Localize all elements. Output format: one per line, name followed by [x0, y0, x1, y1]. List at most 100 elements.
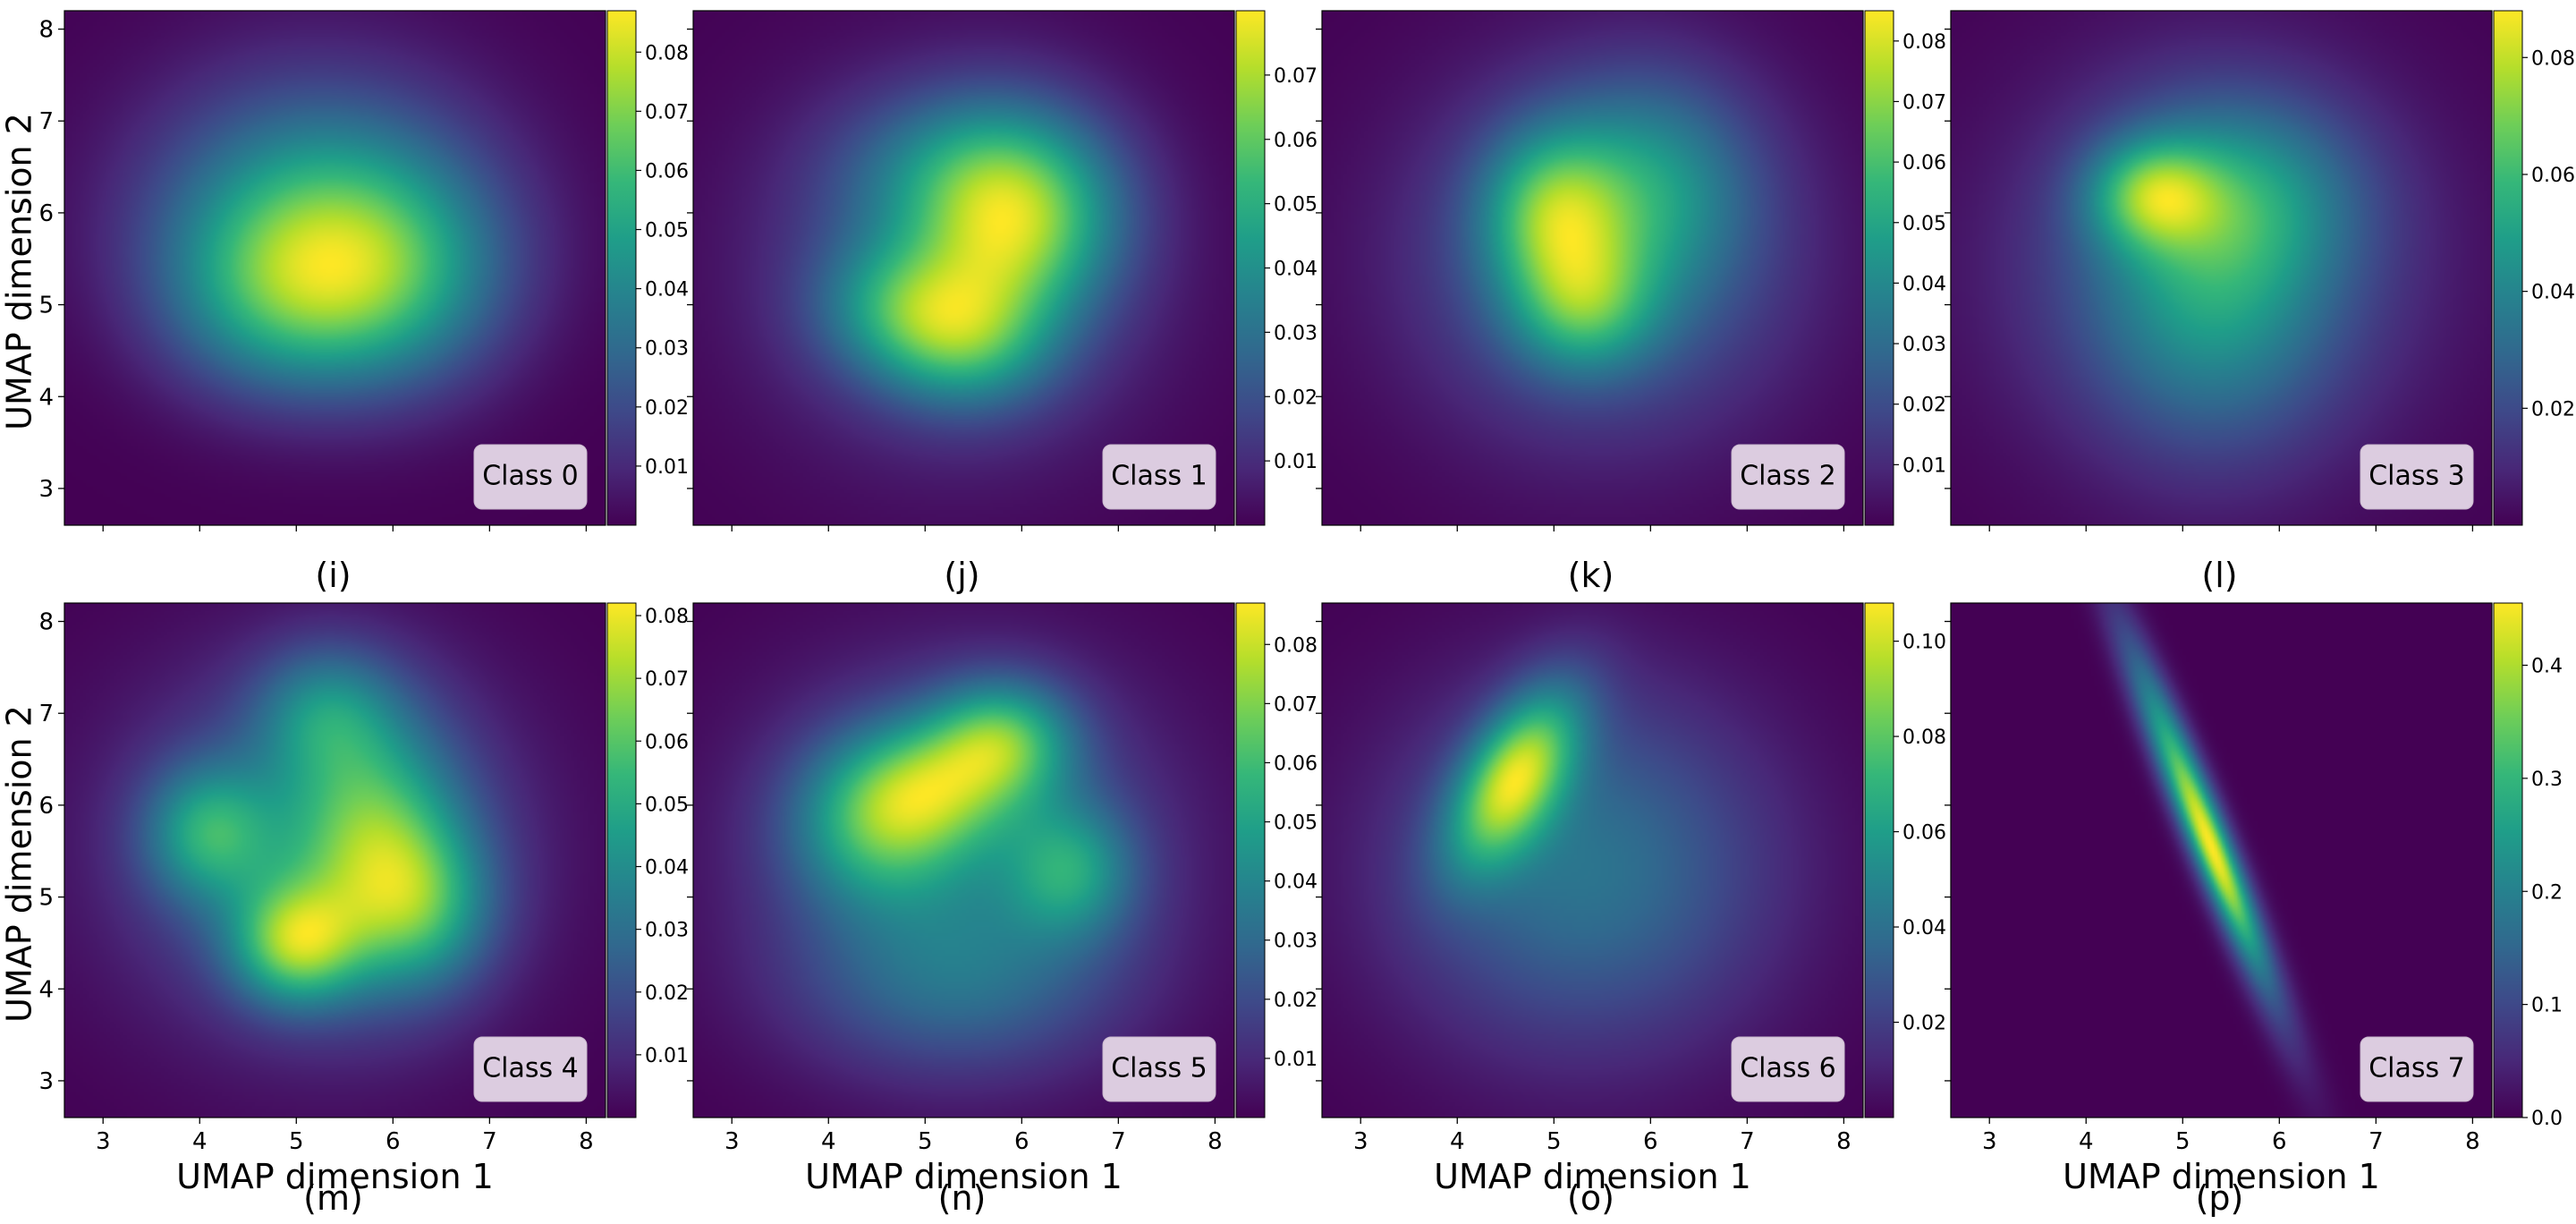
class-badge	[473, 444, 588, 510]
colorbar-tick-label: 0.05	[1902, 213, 1946, 235]
y-tick-label: 7	[38, 108, 54, 135]
colorbar-tick-label: 0.10	[1902, 632, 1946, 654]
x-axis-label: UMAP dimension 1	[1434, 1157, 1751, 1196]
x-axis-label: UMAP dimension 1	[2063, 1157, 2380, 1196]
y-tick-label: 8	[38, 17, 54, 44]
class-badge	[1102, 444, 1216, 510]
class-badge-label: Class 3	[2368, 461, 2465, 492]
colorbar-tick-label: 0.04	[1274, 259, 1318, 281]
colorbar-tick-label: 0.02	[645, 982, 689, 1005]
colorbar-tick-label: 0.01	[645, 1045, 689, 1067]
y-tick-label: 4	[38, 976, 54, 1003]
panel-letter: (j)	[944, 556, 979, 595]
axes-frame	[64, 10, 606, 526]
x-tick-label: 6	[386, 1128, 401, 1155]
x-axis-label: UMAP dimension 1	[176, 1157, 494, 1196]
density-heatmap	[64, 603, 606, 1118]
colorbar-tick-label: 0.01	[645, 456, 689, 479]
class-badge-label: Class 6	[1740, 1053, 1836, 1084]
colorbar-tick-label: 0.08	[645, 606, 689, 628]
y-tick-label: 5	[38, 885, 54, 912]
panel-6: 3 4 5 6 7 8 UMAP dimension 1(o) Class 6 0.02 0.04…	[1316, 602, 1946, 1218]
colorbar-tick-label: 0.04	[1902, 273, 1946, 295]
colorbar-tick-label: 0.4	[2531, 656, 2563, 678]
y-axis-label: UMAP dimension 2	[0, 113, 39, 430]
panel-letter: (l)	[2201, 556, 2237, 595]
y-axis-label: UMAP dimension 2	[0, 705, 39, 1023]
class-badge-label: Class 7	[2368, 1053, 2465, 1084]
colorbar-tick-label: 0.02	[2531, 398, 2575, 421]
density-heatmap	[693, 603, 1234, 1118]
x-axis-label: UMAP dimension 1	[805, 1157, 1123, 1196]
colorbar-tick-label: 0.05	[1274, 812, 1318, 835]
colorbar-tick-label: 0.01	[1274, 451, 1318, 473]
panel-4: 3 4 5 6 7 8 3 4 5 6 7 8 UMAP dimension 2 UMAP dimensi…	[0, 602, 689, 1218]
colorbar-tick-label: 0.07	[645, 101, 689, 123]
x-tick-label: 7	[482, 1128, 497, 1155]
colorbar-tick-label: 0.01	[1274, 1049, 1318, 1071]
colorbar-tick-label: 0.03	[645, 338, 689, 361]
class-badge	[1102, 1036, 1216, 1102]
colorbar-tick-label: 0.07	[1274, 693, 1318, 716]
x-tick-label: 8	[579, 1128, 594, 1155]
x-tick-label: 6	[1014, 1128, 1030, 1155]
colorbar-tick-label: 0.06	[645, 731, 689, 753]
class-badge	[2360, 444, 2474, 510]
y-tick-label: 7	[38, 701, 54, 727]
class-badge-label: Class 0	[482, 461, 579, 492]
colorbar	[1235, 602, 1266, 1118]
colorbar-tick-label: 0.08	[645, 42, 689, 64]
axes-frame	[692, 10, 1235, 526]
class-badge-label: Class 4	[482, 1053, 579, 1084]
x-tick-label: 6	[2272, 1128, 2287, 1155]
axes-frame	[1321, 10, 1864, 526]
x-tick-label: 5	[2175, 1128, 2190, 1155]
colorbar-tick-label: 0.05	[645, 220, 689, 242]
x-tick-label: 8	[1208, 1128, 1223, 1155]
y-tick-label: 4	[38, 384, 54, 411]
colorbar	[1235, 10, 1266, 526]
colorbar-tick-label: 0.03	[1274, 322, 1318, 344]
x-tick-label: 8	[1836, 1128, 1852, 1155]
panel-letter: (k)	[1568, 556, 1614, 595]
colorbar-tick-label: 0.02	[1274, 990, 1318, 1012]
x-tick-label: 4	[821, 1128, 836, 1155]
colorbar-tick-label: 0.06	[1902, 822, 1946, 845]
axes-frame	[1950, 602, 2493, 1118]
colorbar-tick-label: 0.02	[645, 397, 689, 420]
y-tick-label: 3	[38, 476, 54, 503]
panel-7: 3 4 5 6 7 8 UMAP dimension 1(p) Class 7 0.0 0.1 0.…	[1945, 602, 2563, 1218]
axes-frame	[1321, 602, 1864, 1118]
colorbar-tick-label: 0.06	[1902, 152, 1946, 174]
x-tick-label: 8	[2465, 1128, 2480, 1155]
colorbar-tick-label: 0.3	[2531, 769, 2563, 791]
panel-letter: (o)	[1567, 1178, 1614, 1218]
colorbar-tick-label: 0.02	[1902, 395, 1946, 417]
colorbar-tick-label: 0.06	[1274, 752, 1318, 775]
colorbar-tick-label: 0.04	[1902, 917, 1946, 939]
colorbar-tick-label: 0.07	[1902, 91, 1946, 114]
colorbar	[1864, 602, 1894, 1118]
x-tick-label: 7	[1740, 1128, 1755, 1155]
panel-letter: (i)	[315, 556, 351, 595]
colorbar-tick-label: 0.04	[1274, 871, 1318, 894]
x-tick-label: 4	[192, 1128, 208, 1155]
density-heatmap	[1322, 11, 1863, 525]
colorbar-tick-label: 0.03	[1274, 931, 1318, 953]
axes-frame	[64, 602, 606, 1118]
colorbar-tick-label: 0.07	[1274, 65, 1318, 88]
density-heatmap	[1951, 603, 2492, 1118]
colorbar-tick-label: 0.06	[645, 160, 689, 183]
x-tick-label: 3	[724, 1128, 740, 1155]
colorbar-tick-label: 0.07	[645, 668, 689, 691]
x-tick-label: 7	[1111, 1128, 1126, 1155]
colorbar-tick-label: 0.06	[1274, 130, 1318, 152]
colorbar-tick-label: 0.01	[1902, 455, 1946, 477]
x-tick-label: 4	[1450, 1128, 1465, 1155]
colorbar	[2493, 10, 2523, 526]
class-badge	[1731, 444, 1845, 510]
colorbar-tick-label: 0.06	[2531, 165, 2575, 187]
x-tick-label: 5	[1546, 1128, 1562, 1155]
colorbar-tick-label: 0.1	[2531, 995, 2563, 1017]
